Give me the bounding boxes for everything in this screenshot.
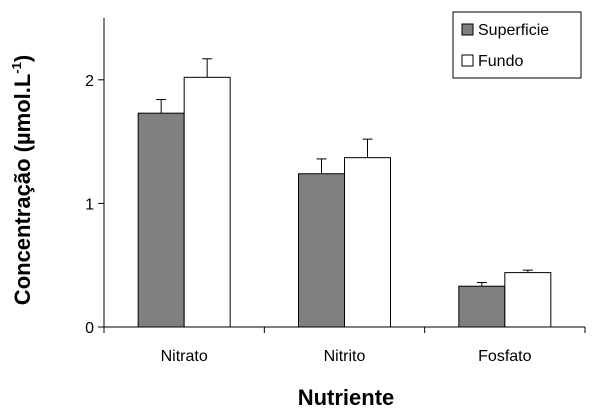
x-tick-label: Nitrato xyxy=(161,348,208,365)
plot-area: 0 1 2 Nitrato Nitrito Fosfato xyxy=(85,18,586,365)
bar xyxy=(504,272,552,328)
x-axis-title: Nutriente xyxy=(298,385,395,410)
bar xyxy=(137,112,185,328)
legend-box xyxy=(452,11,582,79)
y-tick-label: 0 xyxy=(85,320,94,337)
bar xyxy=(344,157,391,328)
legend-swatch-fundo xyxy=(461,54,474,67)
y-axis-title: Concentração (µmol.L-1) xyxy=(9,55,35,305)
bar xyxy=(298,173,345,328)
bar xyxy=(183,76,231,328)
bar xyxy=(458,285,506,328)
y-axis-title-superscript: -1 xyxy=(9,62,24,74)
y-axis-title-suffix: ) xyxy=(10,55,35,62)
legend-label-superficie: Superficie xyxy=(478,22,549,39)
y-tick-label: 1 xyxy=(85,196,94,213)
legend: Superficie Fundo xyxy=(452,11,582,79)
x-tick-label: Fosfato xyxy=(478,348,531,365)
x-tick-label: Nitrito xyxy=(324,348,366,365)
y-tick-label: 2 xyxy=(85,73,94,90)
legend-label-fundo: Fundo xyxy=(478,53,523,70)
legend-swatch-superficie xyxy=(461,23,474,36)
